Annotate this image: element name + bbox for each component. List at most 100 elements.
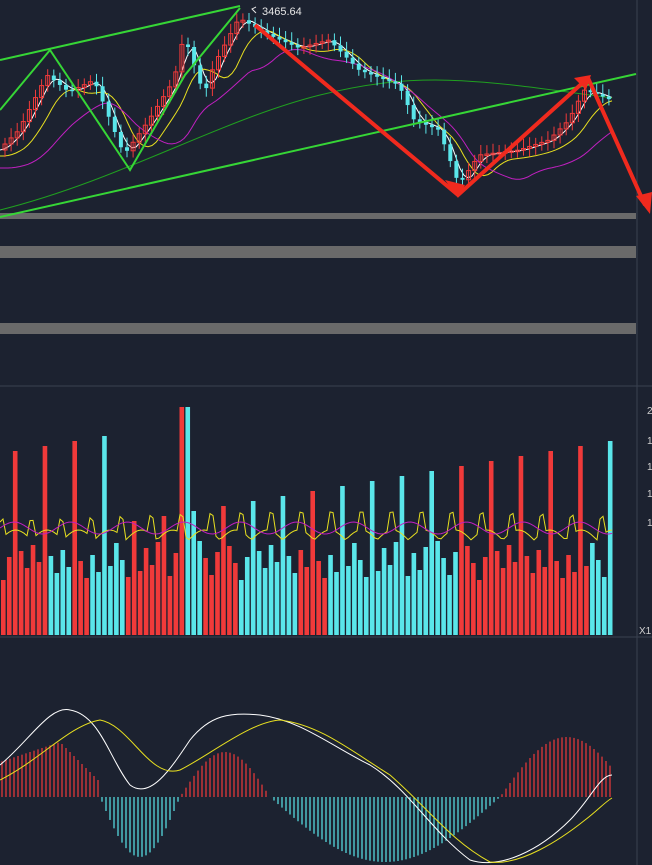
volume-bar <box>400 476 405 635</box>
volume-bar <box>429 471 434 635</box>
volume-bar <box>388 565 393 635</box>
volume-bar <box>495 551 500 635</box>
candle-body-down <box>125 147 129 151</box>
volume-bar <box>554 561 559 635</box>
volume-bar <box>269 545 274 635</box>
volume-bar <box>358 560 363 635</box>
volume-bar <box>340 486 345 635</box>
candle-body-down <box>271 34 275 37</box>
volume-bar <box>263 568 268 635</box>
candle-body-down <box>284 40 288 43</box>
volume-bar <box>251 501 256 635</box>
volume-bar <box>453 552 458 635</box>
candle-body-down <box>393 81 397 83</box>
candle-body-down <box>101 86 105 101</box>
volume-bar <box>310 491 315 635</box>
volume-bar <box>334 572 339 635</box>
volume-bar <box>78 561 83 635</box>
volume-corner-label: X1 <box>639 626 652 637</box>
volume-bar <box>1 580 6 635</box>
volume-bar <box>590 543 595 635</box>
volume-bar <box>13 451 18 635</box>
volume-bar <box>233 563 238 635</box>
volume-bar <box>245 557 250 635</box>
volume-bar <box>197 541 202 635</box>
volume-bar <box>376 571 381 635</box>
volume-bar <box>221 506 226 635</box>
volume-bar <box>138 571 143 635</box>
candle-body-down <box>119 132 123 147</box>
volume-bar <box>257 551 262 635</box>
candle-body-down <box>412 105 416 119</box>
candle-body-down <box>332 40 336 45</box>
volume-bar <box>406 576 411 635</box>
volume-axis-tick: 2 <box>647 406 652 417</box>
candle-body-down <box>454 161 458 178</box>
volume-bar <box>608 441 613 635</box>
volume-bar <box>7 557 12 635</box>
candle-body-down <box>381 77 385 79</box>
candle-body-down <box>95 82 99 87</box>
candle-body-down <box>198 65 202 83</box>
support-band-1 <box>0 213 636 219</box>
candle-body-down <box>52 76 56 81</box>
volume-bar <box>322 578 327 635</box>
volume-bar <box>548 451 553 635</box>
volume-bar <box>132 521 137 635</box>
candle-body-down <box>442 130 446 145</box>
candle-body-down <box>406 91 410 105</box>
volume-bar <box>191 511 196 635</box>
candle-body-down <box>363 70 367 72</box>
volume-axis-tick: 1 <box>647 518 652 529</box>
candle-body-down <box>247 20 251 23</box>
volume-bar <box>435 541 440 635</box>
volume-bar <box>19 551 24 635</box>
candle-body-down <box>113 117 117 132</box>
volume-bar <box>572 572 577 635</box>
candle-body-down <box>64 85 68 90</box>
volume-bar <box>281 496 286 635</box>
volume-bar <box>352 543 357 635</box>
candle-body-down <box>107 102 111 117</box>
volume-bar <box>542 567 547 635</box>
volume-bar <box>364 577 369 635</box>
volume-bar <box>156 542 161 635</box>
volume-bar <box>55 573 60 635</box>
volume-bar <box>513 562 518 635</box>
volume-bar <box>412 553 417 635</box>
volume-bar <box>507 545 512 635</box>
volume-bar <box>299 550 304 635</box>
support-band-2 <box>0 246 636 258</box>
volume-bar <box>102 436 107 635</box>
volume-bar <box>370 481 375 635</box>
volume-bar <box>489 461 494 635</box>
volume-bar <box>519 456 524 635</box>
candle-body-down <box>70 90 74 92</box>
volume-bar <box>185 407 190 635</box>
volume-bar <box>108 566 113 635</box>
volume-bar <box>126 577 131 635</box>
volume-bar <box>418 570 423 635</box>
candle-body-down <box>186 44 190 47</box>
volume-bar <box>316 561 321 635</box>
candle-body-down <box>357 64 361 70</box>
volume-bar <box>203 558 208 635</box>
candle-body-down <box>278 37 282 40</box>
volume-bar <box>287 556 292 635</box>
high-price-label: 3465.64 <box>262 6 302 18</box>
volume-bar <box>275 562 280 635</box>
volume-bar <box>483 557 488 635</box>
volume-bar <box>90 555 95 635</box>
volume-bar <box>525 556 530 635</box>
volume-bar <box>477 580 482 635</box>
volume-bar <box>501 568 506 635</box>
volume-bar <box>227 546 232 635</box>
candle-body-down <box>339 45 343 51</box>
volume-bar <box>168 576 173 635</box>
candle-body-down <box>290 42 294 45</box>
volume-axis-tick: 1 <box>647 436 652 447</box>
volume-bar <box>37 562 42 635</box>
volume-bar <box>447 575 452 635</box>
volume-bar <box>293 573 298 635</box>
